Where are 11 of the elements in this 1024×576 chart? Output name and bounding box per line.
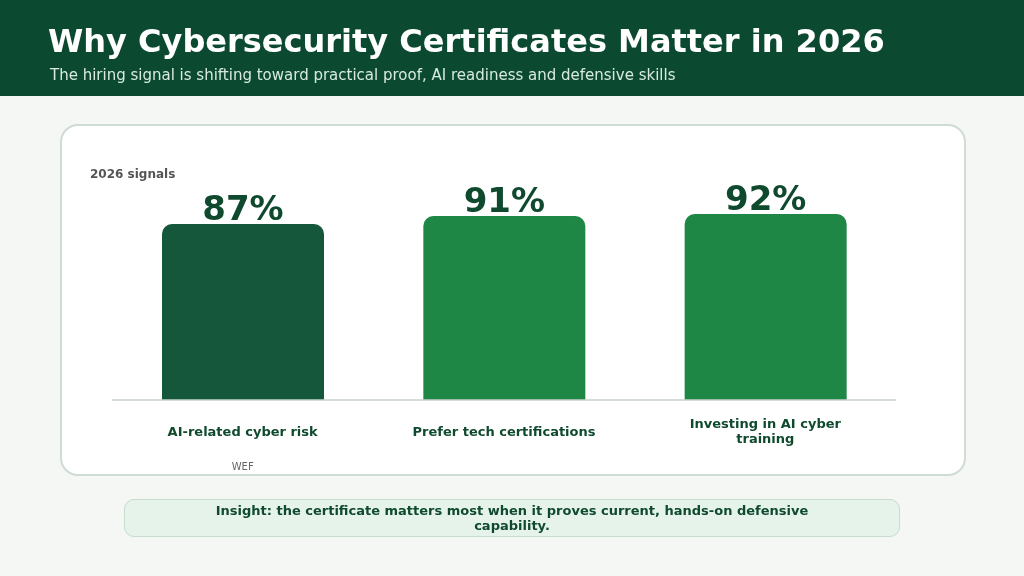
data-label: 92% <box>724 178 807 218</box>
text: WEF <box>231 461 254 472</box>
chart-title: Why Cybersecurity Certificates Matter in 2026 <box>48 22 885 60</box>
data-label: 91% <box>463 180 546 221</box>
chart-subtitle: The hiring signal is shifting toward practical proof, AI readiness and defensive skills <box>50 66 676 84</box>
x-tick-label: AI-related cyber risk <box>167 424 319 439</box>
x-tick-label: Prefer tech certifications <box>412 424 596 439</box>
data-label: 87% <box>202 188 284 229</box>
text: Insight: the certificate matters most when it proves current, hands-on defensive capability. <box>124 499 900 537</box>
x-tick-label: Investing in AI cyber training <box>689 416 842 446</box>
text: 2026 signals <box>90 167 176 181</box>
